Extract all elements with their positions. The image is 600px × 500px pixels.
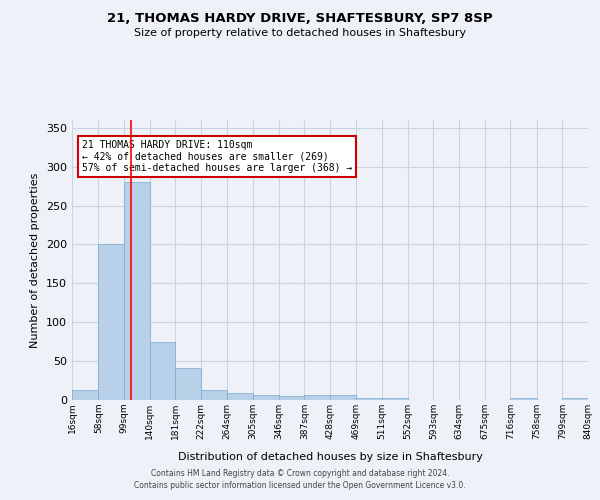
Y-axis label: Number of detached properties: Number of detached properties — [31, 172, 40, 348]
Text: Size of property relative to detached houses in Shaftesbury: Size of property relative to detached ho… — [134, 28, 466, 38]
Bar — [175, 368, 201, 400]
Bar — [330, 396, 356, 400]
Bar — [253, 394, 278, 400]
Text: Distribution of detached houses by size in Shaftesbury: Distribution of detached houses by size … — [178, 452, 482, 462]
Text: 21 THOMAS HARDY DRIVE: 110sqm
← 42% of detached houses are smaller (269)
57% of : 21 THOMAS HARDY DRIVE: 110sqm ← 42% of d… — [82, 140, 353, 173]
Bar — [562, 398, 588, 400]
Bar — [201, 390, 227, 400]
Bar — [511, 398, 536, 400]
Bar — [304, 396, 330, 400]
Bar — [227, 393, 253, 400]
Bar — [278, 396, 304, 400]
Bar — [149, 342, 175, 400]
Bar — [382, 398, 407, 400]
Bar — [356, 398, 382, 400]
Bar — [124, 182, 149, 400]
Text: 21, THOMAS HARDY DRIVE, SHAFTESBURY, SP7 8SP: 21, THOMAS HARDY DRIVE, SHAFTESBURY, SP7… — [107, 12, 493, 26]
Text: Contains HM Land Registry data © Crown copyright and database right 2024.
Contai: Contains HM Land Registry data © Crown c… — [134, 468, 466, 490]
Bar — [98, 244, 124, 400]
Bar — [72, 390, 98, 400]
